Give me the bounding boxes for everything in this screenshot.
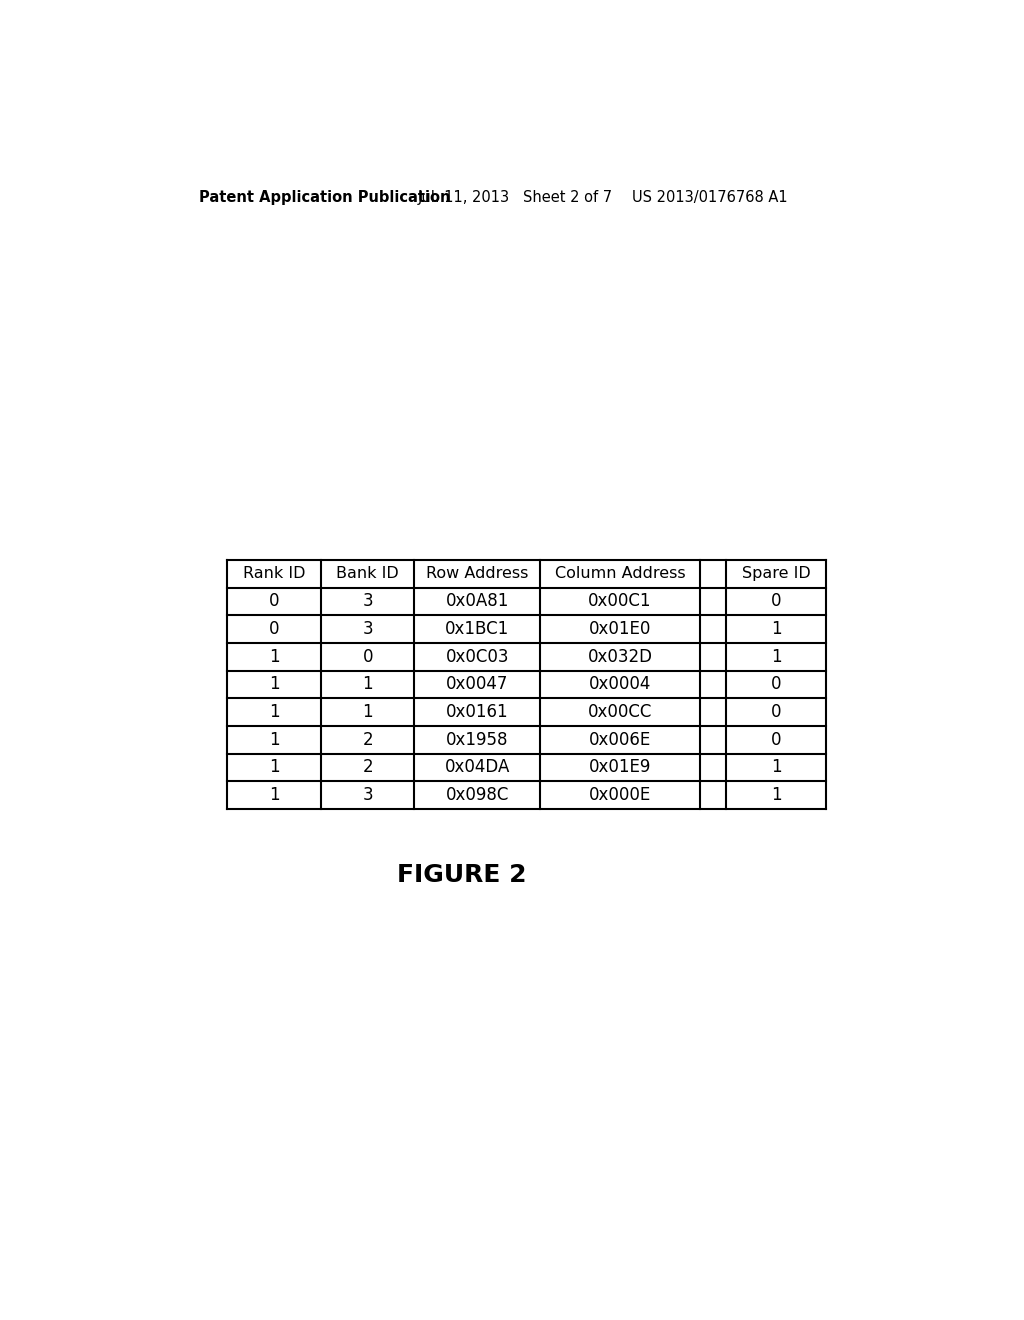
Text: 0x0C03: 0x0C03 [445, 648, 509, 665]
Text: 1: 1 [771, 648, 781, 665]
Text: 0x0047: 0x0047 [446, 676, 508, 693]
Text: 0: 0 [268, 620, 280, 638]
Text: 3: 3 [362, 620, 373, 638]
Text: 1: 1 [268, 787, 280, 804]
Text: US 2013/0176768 A1: US 2013/0176768 A1 [632, 190, 787, 205]
Text: Column Address: Column Address [555, 566, 685, 581]
Text: 3: 3 [362, 593, 373, 610]
Text: 0x006E: 0x006E [589, 731, 651, 748]
Text: Patent Application Publication: Patent Application Publication [200, 190, 451, 205]
Text: Spare ID: Spare ID [741, 566, 810, 581]
Text: 1: 1 [268, 676, 280, 693]
Text: 0x00C1: 0x00C1 [588, 593, 652, 610]
Text: Jul. 11, 2013   Sheet 2 of 7: Jul. 11, 2013 Sheet 2 of 7 [418, 190, 612, 205]
Text: 0x01E0: 0x01E0 [589, 620, 651, 638]
Text: 0x1BC1: 0x1BC1 [445, 620, 509, 638]
Text: 1: 1 [268, 704, 280, 721]
Text: 0x000E: 0x000E [589, 787, 651, 804]
Text: 1: 1 [268, 759, 280, 776]
Text: Rank ID: Rank ID [243, 566, 305, 581]
Text: Row Address: Row Address [426, 566, 528, 581]
Text: 0x0004: 0x0004 [589, 676, 651, 693]
Text: 1: 1 [771, 759, 781, 776]
Text: 0x032D: 0x032D [588, 648, 652, 665]
Text: 0x098C: 0x098C [445, 787, 509, 804]
Text: 1: 1 [362, 676, 373, 693]
Text: 0x0161: 0x0161 [445, 704, 509, 721]
Text: 1: 1 [771, 787, 781, 804]
Text: 0x04DA: 0x04DA [444, 759, 510, 776]
Text: 0: 0 [268, 593, 280, 610]
Text: 1: 1 [771, 620, 781, 638]
Text: 3: 3 [362, 787, 373, 804]
Text: 0x1958: 0x1958 [445, 731, 509, 748]
Text: 0x00CC: 0x00CC [588, 704, 652, 721]
Text: FIGURE 2: FIGURE 2 [396, 863, 526, 887]
Text: 1: 1 [362, 704, 373, 721]
Text: 1: 1 [268, 648, 280, 665]
Text: 0: 0 [771, 731, 781, 748]
Text: Bank ID: Bank ID [336, 566, 399, 581]
Text: 2: 2 [362, 731, 373, 748]
Text: 1: 1 [268, 731, 280, 748]
Text: 0: 0 [771, 593, 781, 610]
Text: 0: 0 [771, 676, 781, 693]
Text: 2: 2 [362, 759, 373, 776]
Text: 0: 0 [771, 704, 781, 721]
Text: 0x01E9: 0x01E9 [589, 759, 651, 776]
Text: 0: 0 [362, 648, 373, 665]
Text: 0x0A81: 0x0A81 [445, 593, 509, 610]
